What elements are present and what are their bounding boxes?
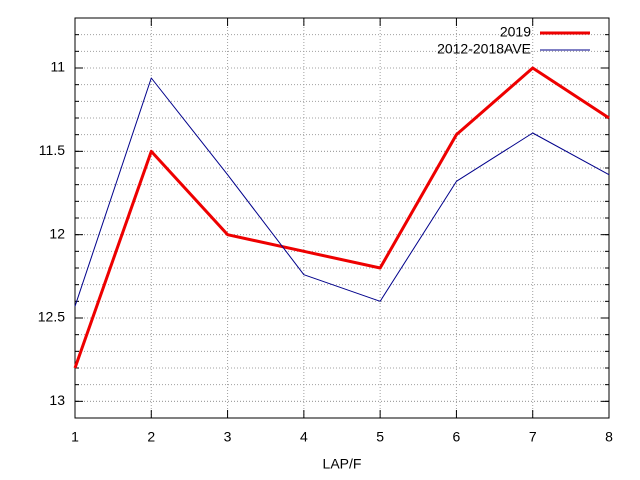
x-tick-label: 2 <box>147 429 155 445</box>
plot-frame <box>74 17 610 419</box>
x-tick-label: 3 <box>224 429 232 445</box>
x-tick-label: 8 <box>605 429 613 445</box>
legend-label: 2012-2018AVE <box>437 41 531 57</box>
y-tick-label: 11.5 <box>39 142 65 158</box>
x-tick-label: 4 <box>300 429 308 445</box>
legend-label: 2019 <box>500 24 531 40</box>
line-series <box>73 66 610 369</box>
line-series <box>74 77 610 307</box>
x-tick-label: 5 <box>376 429 384 445</box>
y-tick-label: 11 <box>50 59 65 75</box>
x-tick-label: 6 <box>453 429 461 445</box>
y-tick-label: 13 <box>49 392 65 408</box>
x-tick-label: 7 <box>529 429 537 445</box>
y-tick-label: 12.5 <box>38 309 65 325</box>
x-tick-label: 1 <box>71 429 79 445</box>
x-axis-label: LAP/F <box>323 456 362 472</box>
y-tick-label: 12 <box>49 225 65 241</box>
